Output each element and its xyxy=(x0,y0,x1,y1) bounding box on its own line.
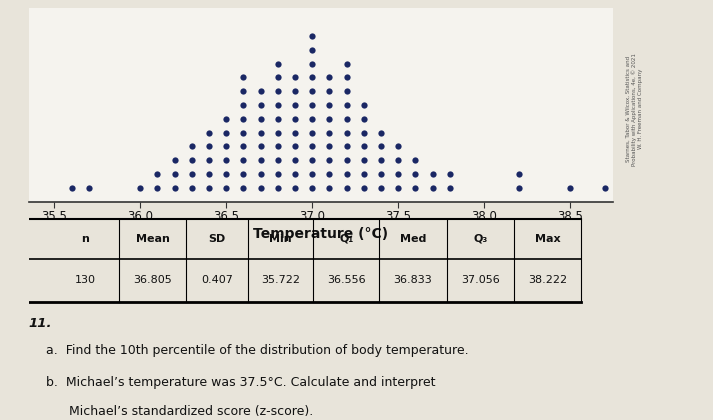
Text: Q₃: Q₃ xyxy=(473,234,487,244)
Text: 36.805: 36.805 xyxy=(133,275,172,285)
Text: 37.056: 37.056 xyxy=(461,275,500,285)
Text: Mean: Mean xyxy=(135,234,170,244)
Text: 38.222: 38.222 xyxy=(528,275,567,285)
Text: 36.833: 36.833 xyxy=(394,275,432,285)
Text: b.  Michael’s temperature was 37.5°C. Calculate and interpret: b. Michael’s temperature was 37.5°C. Cal… xyxy=(46,376,436,389)
Text: 35.722: 35.722 xyxy=(261,275,300,285)
Text: 0.407: 0.407 xyxy=(201,275,233,285)
Text: 36.556: 36.556 xyxy=(327,275,366,285)
X-axis label: Temperature (°C): Temperature (°C) xyxy=(253,227,389,241)
Text: SD: SD xyxy=(208,234,226,244)
Text: a.  Find the 10th percentile of the distribution of body temperature.: a. Find the 10th percentile of the distr… xyxy=(46,344,468,357)
Text: Min: Min xyxy=(270,234,292,244)
Text: Q₁: Q₁ xyxy=(339,234,354,244)
Text: Med: Med xyxy=(400,234,426,244)
Text: Starnes, Tabor & Wilcox, Statistics and
Probability with Applications, 4e, © 202: Starnes, Tabor & Wilcox, Statistics and … xyxy=(626,53,643,165)
Text: 11.: 11. xyxy=(29,317,52,330)
Text: Michael’s standardized score (z-score).: Michael’s standardized score (z-score). xyxy=(69,405,314,418)
Text: 130: 130 xyxy=(75,275,96,285)
Text: n: n xyxy=(81,234,89,244)
Text: Max: Max xyxy=(535,234,560,244)
